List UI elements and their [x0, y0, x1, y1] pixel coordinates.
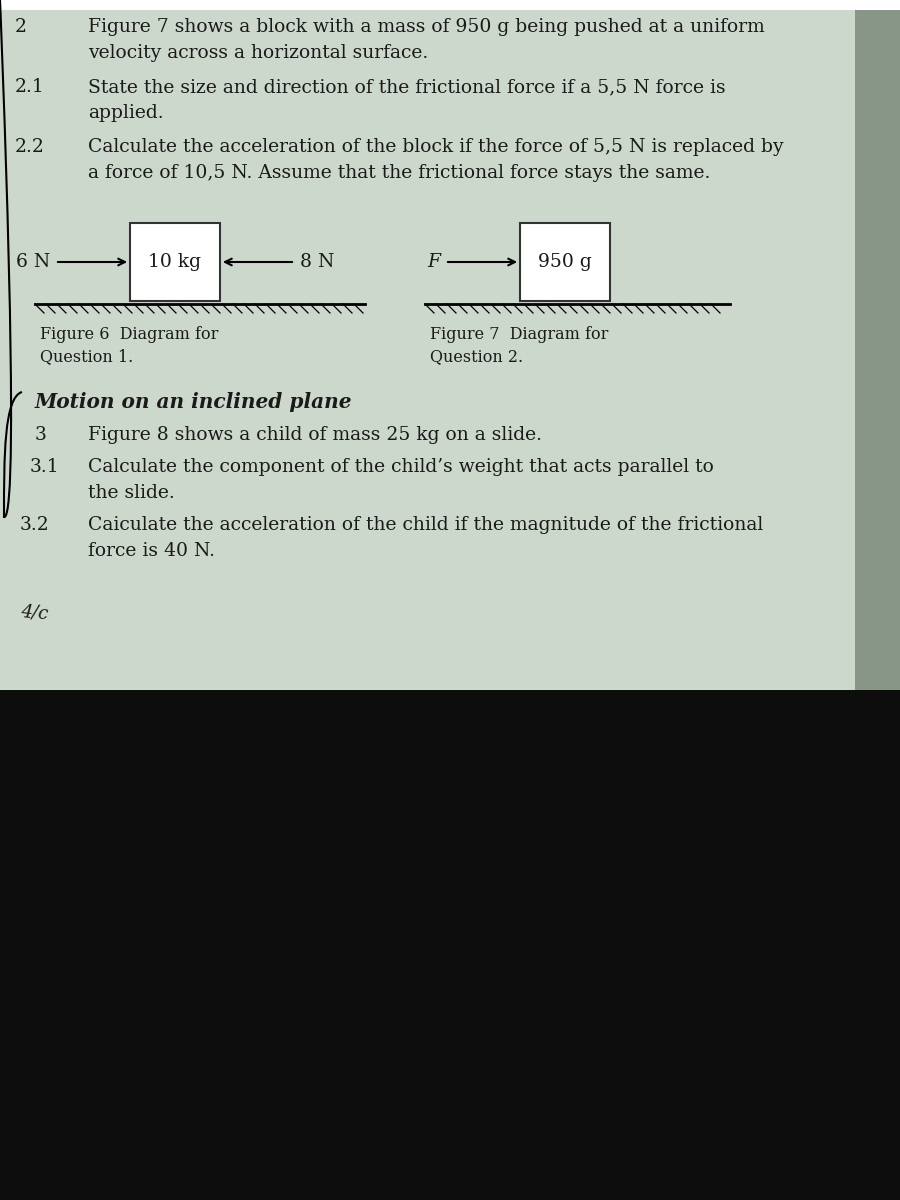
Text: velocity across a horizontal surface.: velocity across a horizontal surface.	[88, 44, 428, 62]
Text: the slide.: the slide.	[88, 484, 175, 502]
Text: Question 2.: Question 2.	[430, 348, 523, 365]
Text: Calculate the component of the child’s weight that acts parallel to: Calculate the component of the child’s w…	[88, 458, 714, 476]
Text: 2.1: 2.1	[15, 78, 45, 96]
Text: Question 1.: Question 1.	[40, 348, 133, 365]
Text: F: F	[427, 253, 440, 271]
Text: Caiculate the acceleration of the child if the magnitude of the frictional: Caiculate the acceleration of the child …	[88, 516, 763, 534]
Text: 3.2: 3.2	[20, 516, 50, 534]
Text: 10 kg: 10 kg	[148, 253, 202, 271]
Text: 8 N: 8 N	[300, 253, 335, 271]
Text: 2.2: 2.2	[15, 138, 45, 156]
Text: Calculate   ...: Calculate ...	[15, 8, 140, 26]
Bar	[0, 10, 900, 690]
Text: applied.: applied.	[88, 104, 164, 122]
Text: 4/c: 4/c	[20, 602, 50, 623]
Text: Calculate the acceleration of the block if the force of 5,5 N is replaced by: Calculate the acceleration of the block …	[88, 138, 784, 156]
Text: force is 40 N.: force is 40 N.	[88, 542, 215, 560]
Text: 2: 2	[15, 18, 27, 36]
Text: Figure 7 shows a block with a mass of 950 g being pushed at a uniform: Figure 7 shows a block with a mass of 95…	[88, 18, 765, 36]
Bar	[130, 223, 220, 301]
Text: 3: 3	[35, 426, 47, 444]
Text: 950 g: 950 g	[538, 253, 592, 271]
Bar	[0, 690, 900, 1200]
Text: 3.1: 3.1	[30, 458, 59, 476]
Text: State the size and direction of the frictional force if a 5,5 N force is: State the size and direction of the fric…	[88, 78, 725, 96]
Text: Figure 7  Diagram for: Figure 7 Diagram for	[430, 326, 608, 343]
Text: Figure 6  Diagram for: Figure 6 Diagram for	[40, 326, 219, 343]
Text: Motion on an inclined plane: Motion on an inclined plane	[35, 392, 353, 412]
Text: a force of 10,5 N. Assume that the frictional force stays the same.: a force of 10,5 N. Assume that the frict…	[88, 164, 710, 182]
Bar	[855, 10, 900, 690]
Text: 6 N: 6 N	[16, 253, 50, 271]
Bar	[520, 223, 610, 301]
Text: Figure 8 shows a child of mass 25 kg on a slide.: Figure 8 shows a child of mass 25 kg on …	[88, 426, 542, 444]
